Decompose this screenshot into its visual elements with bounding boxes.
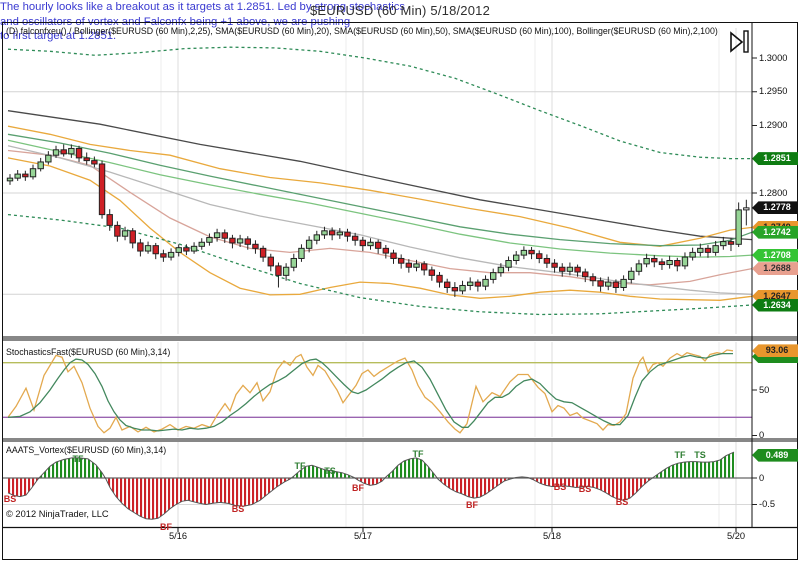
x-axis-date-label: 5/16: [168, 531, 188, 541]
price-marker-badge: 93.06: [752, 344, 798, 358]
annotation-line: and oscillators of vortex and Falconfx b…: [0, 15, 351, 28]
vortex-signal-label: BF: [466, 500, 478, 511]
vortex-indicator-label: AAATS_Vortex($EURUSD (60 Min),3,14): [6, 445, 167, 455]
candlestick-series: [6, 144, 750, 297]
vortex-signal-label: TF: [294, 461, 306, 472]
sma-100: [7, 110, 752, 241]
main-panel-overlays: [7, 46, 752, 316]
y-axis-tick-label: 0: [759, 472, 765, 483]
price-marker-badge: 0.489: [752, 448, 798, 462]
vortex-signal-label: BS: [615, 496, 629, 507]
vortex-signal-label: TF: [674, 450, 686, 461]
vortex-signal-label: BS: [3, 494, 17, 505]
vortex-signal-label: TF: [72, 453, 84, 464]
go-to-last-bar-icon[interactable]: [730, 30, 749, 53]
price-marker-badge: 1.2708: [752, 248, 798, 262]
vortex-signal-label: TS: [324, 466, 336, 477]
bollinger-25-lower: [7, 157, 752, 301]
sma-50: [7, 139, 752, 258]
y-axis-tick-label: 0: [759, 430, 765, 440]
vortex-signal-label: BF: [160, 522, 172, 533]
vortex-signal-label: BS: [553, 482, 567, 492]
y-axis-tick-label: 1.3000: [759, 52, 788, 63]
sma-a: [7, 133, 752, 247]
x-axis-date-label: 5/18: [542, 531, 562, 541]
price-marker-badge: 1.2851: [752, 152, 798, 166]
x-axis-date-label: 5/20: [726, 531, 746, 541]
vortex-signal-label: TF: [412, 448, 424, 459]
y-axis-tick-label: 50: [759, 384, 770, 395]
gridlines: [3, 28, 752, 527]
y-axis-tick-label: -0.5: [759, 499, 776, 509]
price-marker-badge: 1.2778: [752, 201, 798, 215]
vortex-panel: [3, 451, 752, 520]
bollinger-100-upper: [7, 46, 752, 160]
chart-title: $EURUSD (60 Min) 5/18/2012: [309, 3, 491, 18]
vortex-signal-label: BS: [578, 484, 592, 495]
main-panel-indicator-label: (D) falconfxeu() / Bollinger($EURUSD (60…: [6, 26, 718, 36]
annotation-line: The hourly looks like a breakout as it t…: [0, 1, 406, 13]
bollinger-mid-gray: [7, 145, 752, 295]
price-marker-badge: 1.2634: [752, 298, 798, 312]
stochastics-panel: [3, 349, 752, 434]
price-marker-badge: 1.2688: [752, 262, 798, 276]
x-axis-date-label: 5/17: [353, 531, 373, 541]
stochastics-indicator-label: StochasticsFast($EURUSD (60 Min),3,14): [6, 347, 171, 357]
copyright-notice: © 2012 NinjaTrader, LLC: [6, 509, 109, 519]
vortex-signal-label: BS: [231, 503, 245, 514]
y-axis-tick-label: 1.2950: [759, 86, 788, 97]
vortex-signal-label: BF: [352, 483, 364, 494]
trader-annotation-note: The hourly looks like a breakout as it t…: [0, 0, 800, 44]
y-axis-tick-label: 1.2900: [759, 120, 788, 130]
price-marker-badge: 1.2742: [752, 225, 798, 239]
annotation-line: to first target at 1.2851.: [0, 30, 117, 42]
y-axis-tick-label: 1.2800: [759, 187, 788, 198]
vortex-signal-label: TS: [694, 450, 706, 461]
